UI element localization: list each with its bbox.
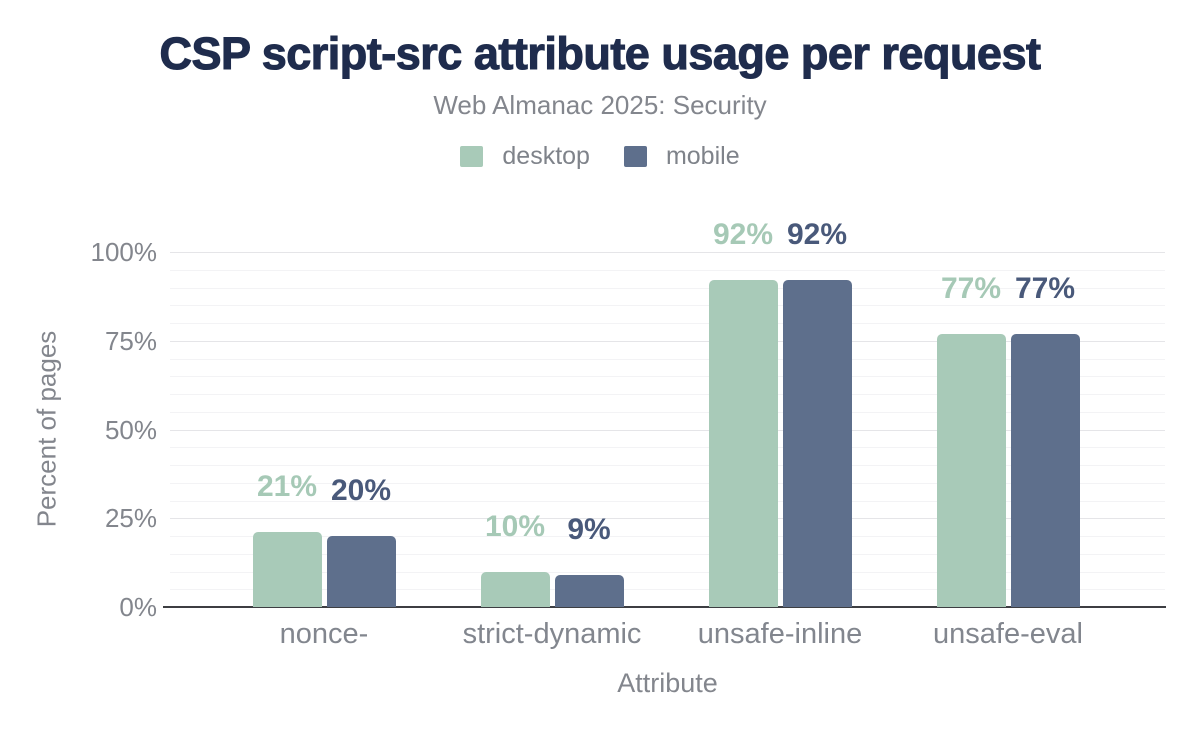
minor-gridline — [170, 305, 1165, 307]
legend-item-mobile[interactable]: mobile — [623, 142, 740, 170]
value-label-mobile-unsafe-inline: 92% — [786, 218, 848, 252]
minor-gridline — [170, 536, 1165, 537]
x-axis-line — [163, 606, 1166, 608]
plot-area: 0% 25% 50% 75% 100% 21% 20% nonce- 10% 9% strict-d… — [91, 220, 1166, 649]
chart-subtitle: Web Almanac 2025: Security — [433, 90, 767, 120]
legend: desktop mobile — [0, 144, 1200, 169]
x-axis-title: Attribute — [617, 668, 718, 698]
bar-desktop-unsafe-inline[interactable] — [708, 280, 778, 607]
minor-gridline — [170, 571, 1165, 573]
major-gridline — [170, 518, 1165, 520]
bar-mobile-strict-dynamic[interactable] — [554, 575, 624, 607]
y-tick-label: 0% — [119, 592, 157, 622]
y-tick-label: 100% — [90, 237, 158, 267]
value-label-desktop-strict-dynamic: 10% — [484, 509, 546, 543]
bar-mobile-nonce-[interactable] — [326, 536, 396, 607]
legend-item-desktop[interactable]: desktop — [460, 144, 590, 169]
value-label-mobile-nonce-: 20% — [330, 474, 392, 507]
minor-gridline — [170, 323, 1165, 324]
bar-mobile-unsafe-eval[interactable] — [1010, 333, 1080, 607]
bar-desktop-strict-dynamic[interactable] — [480, 571, 550, 607]
legend-label-desktop: desktop — [502, 142, 590, 170]
minor-gridline — [170, 287, 1165, 289]
y-tick-label: 50% — [104, 414, 157, 445]
bar-mobile-unsafe-inline[interactable] — [782, 280, 852, 607]
bar-desktop-unsafe-eval[interactable] — [936, 333, 1006, 607]
legend-label-mobile: mobile — [665, 142, 740, 170]
minor-gridline — [170, 411, 1165, 413]
minor-gridline — [170, 394, 1165, 395]
x-tick-label-unsafe-inline: unsafe-inline — [697, 618, 863, 650]
value-label-mobile-unsafe-eval: 77% — [1014, 271, 1076, 305]
minor-gridline — [170, 500, 1165, 502]
minor-gridline — [170, 269, 1165, 271]
bar-desktop-nonce-[interactable] — [252, 532, 322, 607]
x-tick-label-strict-dynamic: strict-dynamic — [462, 618, 642, 650]
minor-gridline — [170, 447, 1165, 449]
mobile-legend-swatch-icon — [623, 146, 647, 167]
major-gridline — [170, 340, 1165, 342]
minor-gridline — [170, 358, 1165, 360]
x-tick-label-nonce-: nonce- — [279, 618, 369, 650]
value-label-desktop-unsafe-eval: 77% — [940, 271, 1002, 305]
y-tick-label: 25% — [104, 503, 157, 534]
minor-gridline — [170, 465, 1165, 466]
major-gridline — [170, 252, 1165, 253]
chart-title: CSP script-src attribute usage per reque… — [159, 28, 1042, 79]
value-label-desktop-nonce-: 21% — [256, 470, 318, 504]
minor-gridline — [170, 376, 1165, 378]
y-tick-label: 75% — [104, 325, 157, 356]
desktop-legend-swatch-icon — [460, 146, 484, 167]
minor-gridline — [170, 589, 1165, 591]
value-label-mobile-strict-dynamic: 9% — [567, 513, 611, 547]
minor-gridline — [170, 482, 1165, 484]
x-tick-label-unsafe-eval: unsafe-eval — [933, 618, 1083, 650]
major-gridline — [170, 429, 1165, 431]
minor-gridline — [170, 553, 1165, 555]
value-label-desktop-unsafe-inline: 92% — [712, 218, 774, 252]
